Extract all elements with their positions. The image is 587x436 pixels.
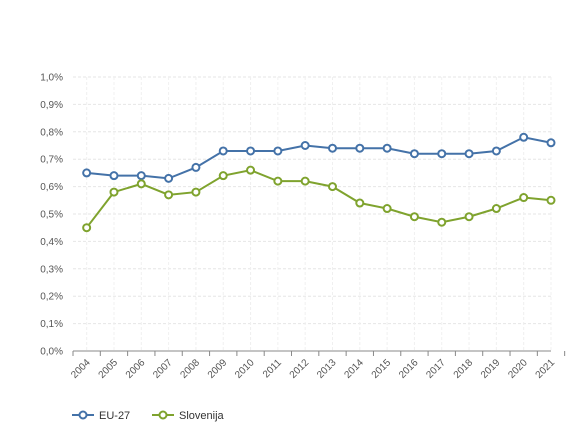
y-tick-label: 0,1%: [40, 319, 63, 330]
data-point-eu-27[interactable]: [382, 143, 392, 153]
y-tick-label: 0,4%: [40, 237, 63, 248]
x-tick-label: 2008: [179, 357, 203, 381]
x-tick-label: 2004: [69, 357, 93, 381]
x-tick-label: 2009: [206, 357, 230, 381]
y-axis-ticks: 0,0% 0,1% 0,2% 0,3% 0,4% 0,5% 0,6% 0,7% 0,8% 0,9%…: [40, 73, 63, 358]
series-line-slovenija: [85, 169, 552, 229]
legend: EU-27 Slovenija: [72, 410, 225, 422]
legend-label: Slovenija: [179, 410, 225, 422]
y-tick-label: 0,0%: [40, 347, 63, 358]
y-tick-label: 0,6%: [40, 182, 63, 193]
series-group: [82, 132, 556, 233]
data-point-slovenija[interactable]: [300, 176, 310, 186]
data-point-slovenija[interactable]: [519, 193, 529, 203]
data-point-eu-27[interactable]: [546, 138, 556, 148]
data-point-slovenija[interactable]: [409, 212, 419, 222]
y-tick-label: 0,7%: [40, 155, 63, 166]
data-point-eu-27[interactable]: [109, 171, 119, 181]
data-point-slovenija[interactable]: [437, 217, 447, 227]
legend-item-eu-27[interactable]: EU-27: [72, 410, 130, 422]
y-tick-label: 0,2%: [40, 292, 63, 303]
y-tick-label: 0,5%: [40, 210, 63, 221]
data-point-slovenija[interactable]: [136, 179, 146, 189]
x-tick-label: 2018: [452, 357, 476, 381]
x-tick-label: 2014: [342, 357, 366, 381]
data-point-eu-27[interactable]: [82, 168, 92, 178]
data-point-slovenija[interactable]: [246, 165, 256, 175]
legend-item-slovenija[interactable]: Slovenija: [152, 410, 225, 422]
legend-marker: [78, 410, 88, 420]
y-tick-label: 0,8%: [40, 127, 63, 138]
series-line-eu-27: [86, 136, 552, 180]
data-point-eu-27[interactable]: [164, 173, 174, 183]
data-point-slovenija[interactable]: [327, 182, 337, 192]
legend-marker: [158, 410, 168, 420]
data-point-eu-27[interactable]: [355, 143, 365, 153]
x-axis-ticks: 2004 2005 2006 2007 2008 2009 2010 2011 2012 2013…: [69, 357, 557, 381]
data-point-eu-27[interactable]: [464, 149, 474, 159]
x-tick-label: 2020: [506, 357, 530, 381]
x-tick-label: 2015: [370, 357, 394, 381]
x-tick-label: 2013: [315, 357, 339, 381]
data-point-eu-27[interactable]: [519, 132, 529, 142]
x-tick-label: 2010: [233, 357, 257, 381]
data-point-eu-27[interactable]: [218, 146, 228, 156]
x-tick-label: 2011: [261, 357, 284, 380]
x-tick-label: 2005: [97, 357, 121, 381]
data-point-slovenija[interactable]: [109, 187, 119, 197]
y-tick-label: 0,3%: [40, 264, 63, 275]
x-tick-label: 2017: [424, 357, 448, 381]
data-point-slovenija[interactable]: [355, 198, 365, 208]
x-tick-label: 2012: [288, 357, 312, 381]
x-tick-label: 2016: [397, 357, 421, 381]
data-point-eu-27[interactable]: [437, 149, 447, 159]
x-tick-label: 2019: [479, 357, 503, 381]
y-tick-label: 0,9%: [40, 100, 63, 111]
data-point-slovenija[interactable]: [464, 212, 474, 222]
data-point-eu-27[interactable]: [136, 171, 146, 181]
x-tick-label: 2007: [151, 357, 175, 381]
data-point-slovenija[interactable]: [164, 190, 174, 200]
data-point-eu-27[interactable]: [300, 141, 310, 150]
data-point-slovenija[interactable]: [273, 176, 283, 186]
data-point-eu-27[interactable]: [273, 146, 283, 156]
data-point-slovenija[interactable]: [218, 171, 228, 181]
data-point-eu-27[interactable]: [191, 162, 201, 172]
data-point-slovenija[interactable]: [191, 187, 201, 197]
data-point-slovenija[interactable]: [382, 204, 392, 214]
data-point-eu-27[interactable]: [409, 149, 419, 159]
legend-label: EU-27: [99, 410, 130, 422]
axes: [72, 350, 566, 356]
data-point-eu-27[interactable]: [491, 146, 501, 156]
y-tick-label: 1,0%: [40, 73, 63, 84]
data-point-slovenija[interactable]: [491, 204, 501, 214]
data-point-eu-27[interactable]: [246, 146, 256, 156]
data-point-slovenija[interactable]: [82, 223, 92, 233]
x-tick-label: 2006: [124, 357, 148, 381]
x-tick-label: 2021: [534, 357, 558, 381]
data-point-slovenija[interactable]: [546, 195, 556, 205]
data-point-eu-27[interactable]: [327, 143, 337, 153]
